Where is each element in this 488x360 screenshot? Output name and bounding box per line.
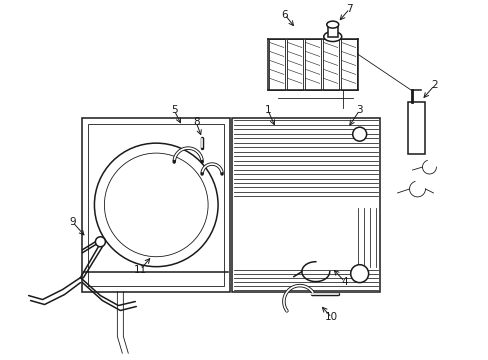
Text: 7: 7: [346, 4, 352, 14]
Bar: [407, 102, 425, 154]
Bar: [340, 39, 356, 90]
Text: 10: 10: [325, 312, 338, 323]
Bar: [327, 24, 337, 37]
Circle shape: [352, 127, 366, 141]
Text: 9: 9: [69, 217, 76, 227]
Bar: [304, 39, 320, 90]
Bar: [322, 39, 338, 90]
Text: 4: 4: [341, 276, 347, 287]
Bar: [88, 124, 224, 285]
Bar: [268, 39, 285, 90]
Circle shape: [95, 237, 105, 247]
Circle shape: [104, 153, 208, 257]
Circle shape: [350, 265, 368, 283]
Ellipse shape: [326, 21, 338, 28]
Bar: [82, 118, 229, 292]
Text: 3: 3: [356, 105, 362, 115]
Ellipse shape: [323, 32, 341, 41]
Text: 8: 8: [192, 117, 199, 127]
Text: 5: 5: [170, 105, 177, 115]
Text: 6: 6: [281, 10, 287, 20]
Bar: [232, 118, 379, 292]
Bar: [286, 39, 302, 90]
Text: 2: 2: [430, 80, 437, 90]
Circle shape: [94, 143, 218, 267]
Text: 11: 11: [133, 265, 146, 275]
Text: 1: 1: [264, 105, 271, 115]
